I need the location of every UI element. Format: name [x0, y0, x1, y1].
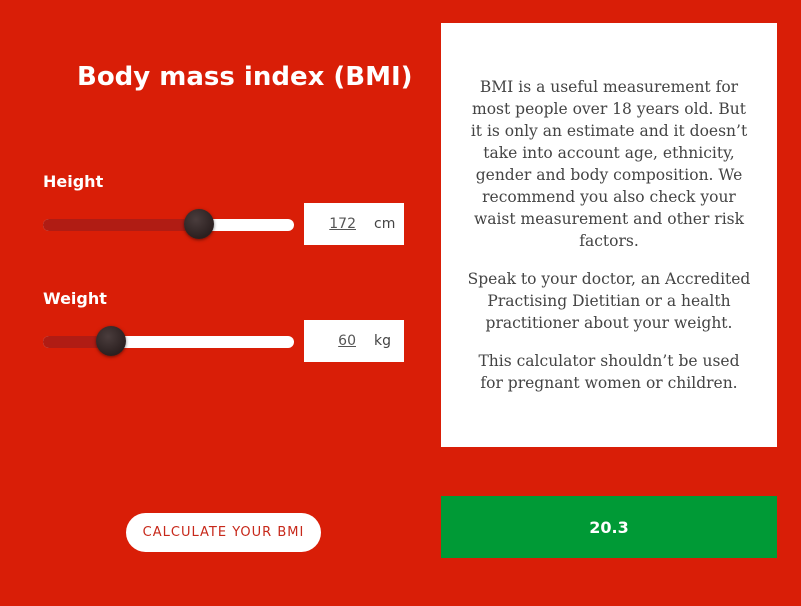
height-value[interactable]: 172	[329, 216, 356, 232]
weight-input[interactable]: 60 kg	[304, 320, 404, 362]
weight-unit: kg	[374, 333, 391, 349]
weight-value[interactable]: 60	[338, 333, 356, 349]
height-slider-track[interactable]	[43, 219, 294, 231]
page-title: Body mass index (BMI)	[77, 62, 413, 92]
height-slider-fill	[43, 219, 199, 231]
weight-slider-fill	[43, 336, 111, 348]
weight-slider-track[interactable]	[43, 336, 294, 348]
weight-label: Weight	[43, 289, 107, 308]
height-label: Height	[43, 172, 104, 191]
calculate-bmi-button[interactable]: CALCULATE YOUR BMI	[126, 513, 321, 552]
info-paragraph: BMI is a useful measurement for most peo…	[470, 78, 748, 250]
height-slider-thumb[interactable]	[183, 209, 214, 239]
weight-slider-thumb[interactable]	[95, 326, 126, 356]
height-unit: cm	[374, 216, 396, 232]
info-paragraph: Speak to your doctor, an Accredited Prac…	[467, 270, 751, 332]
bmi-result: 20.3	[441, 496, 777, 558]
height-input[interactable]: 172 cm	[304, 203, 404, 245]
info-paragraph: This calculator shouldn’t be used for pr…	[478, 352, 740, 392]
info-panel: BMI is a useful measurement for most peo…	[441, 23, 777, 447]
